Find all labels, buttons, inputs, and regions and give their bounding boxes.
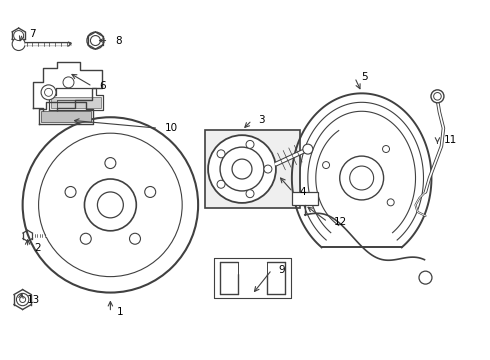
Circle shape bbox=[80, 233, 91, 244]
Circle shape bbox=[208, 135, 276, 203]
Text: 12: 12 bbox=[334, 217, 347, 227]
Circle shape bbox=[145, 186, 156, 197]
Circle shape bbox=[340, 156, 384, 200]
Circle shape bbox=[23, 117, 198, 293]
Text: 6: 6 bbox=[99, 81, 106, 91]
Text: 10: 10 bbox=[165, 123, 178, 133]
Circle shape bbox=[84, 179, 136, 231]
Circle shape bbox=[232, 159, 252, 179]
Circle shape bbox=[246, 140, 254, 148]
Bar bbox=[205, 130, 300, 208]
Circle shape bbox=[419, 271, 432, 284]
Circle shape bbox=[387, 199, 394, 206]
Bar bbox=[41, 111, 92, 122]
Circle shape bbox=[17, 293, 29, 306]
Circle shape bbox=[91, 36, 100, 45]
Text: 5: 5 bbox=[361, 72, 368, 82]
Text: 4: 4 bbox=[299, 187, 306, 197]
Circle shape bbox=[220, 147, 264, 191]
Circle shape bbox=[20, 297, 25, 302]
Circle shape bbox=[129, 233, 141, 244]
Text: 11: 11 bbox=[444, 135, 457, 145]
Circle shape bbox=[105, 158, 116, 168]
Circle shape bbox=[217, 150, 225, 158]
Text: 2: 2 bbox=[34, 243, 41, 253]
Circle shape bbox=[431, 90, 444, 103]
Circle shape bbox=[434, 93, 441, 100]
Circle shape bbox=[39, 133, 182, 276]
Circle shape bbox=[65, 186, 76, 197]
Circle shape bbox=[383, 145, 390, 153]
Circle shape bbox=[87, 32, 104, 49]
Circle shape bbox=[322, 162, 330, 168]
Text: 1: 1 bbox=[117, 307, 123, 318]
Circle shape bbox=[217, 180, 225, 188]
Circle shape bbox=[41, 85, 56, 100]
Circle shape bbox=[350, 166, 374, 190]
Text: 8: 8 bbox=[115, 36, 122, 46]
Text: 3: 3 bbox=[259, 115, 265, 125]
Text: 13: 13 bbox=[27, 294, 40, 305]
Text: 9: 9 bbox=[279, 265, 285, 275]
Circle shape bbox=[12, 37, 25, 50]
Circle shape bbox=[246, 190, 254, 198]
Circle shape bbox=[98, 192, 123, 218]
Bar bbox=[292, 192, 318, 205]
Circle shape bbox=[45, 88, 52, 96]
Circle shape bbox=[264, 165, 272, 173]
Text: 7: 7 bbox=[29, 28, 36, 39]
Circle shape bbox=[63, 77, 74, 88]
Circle shape bbox=[303, 144, 313, 154]
Circle shape bbox=[14, 31, 24, 41]
Bar bbox=[50, 97, 101, 108]
